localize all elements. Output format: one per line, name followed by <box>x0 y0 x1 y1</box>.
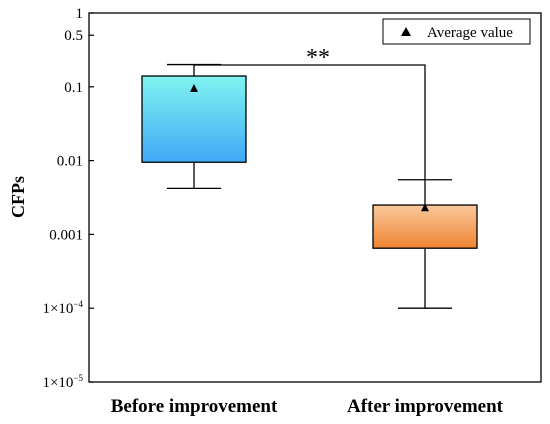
legend-label: Average value <box>427 25 513 41</box>
y-axis-title: CFPs <box>8 176 28 218</box>
y-tick-label: 0.001 <box>49 227 83 243</box>
y-tick-label: 1×10−4 <box>42 299 83 317</box>
y-tick-label: 1 <box>76 6 84 22</box>
y-tick-label: 0.01 <box>57 154 83 170</box>
y-axis-ticks: 1×10−5 1×10−4 0.001 0.01 0.1 0.5 1 <box>42 6 94 391</box>
x-category-label: After improvement <box>347 396 504 417</box>
significance-bracket <box>193 64 426 180</box>
legend: Average value <box>382 18 531 45</box>
mean-marker <box>190 83 198 92</box>
mean-marker <box>421 203 429 212</box>
box-after <box>372 204 478 249</box>
plot-layer <box>141 63 478 309</box>
plot-frame <box>88 12 542 383</box>
y-tick-exponent: −4 <box>73 299 83 309</box>
x-axis-labels: Before improvement After improvement <box>111 396 504 417</box>
x-category-label: Before improvement <box>111 396 278 417</box>
significance-label: ** <box>306 45 330 71</box>
y-tick-label: 1×10−5 <box>42 373 83 391</box>
y-tick-label: 0.1 <box>64 80 83 96</box>
legend-triangle-icon <box>401 27 411 36</box>
y-tick-label: 0.5 <box>64 28 83 44</box>
y-tick-exponent: −5 <box>73 373 83 383</box>
